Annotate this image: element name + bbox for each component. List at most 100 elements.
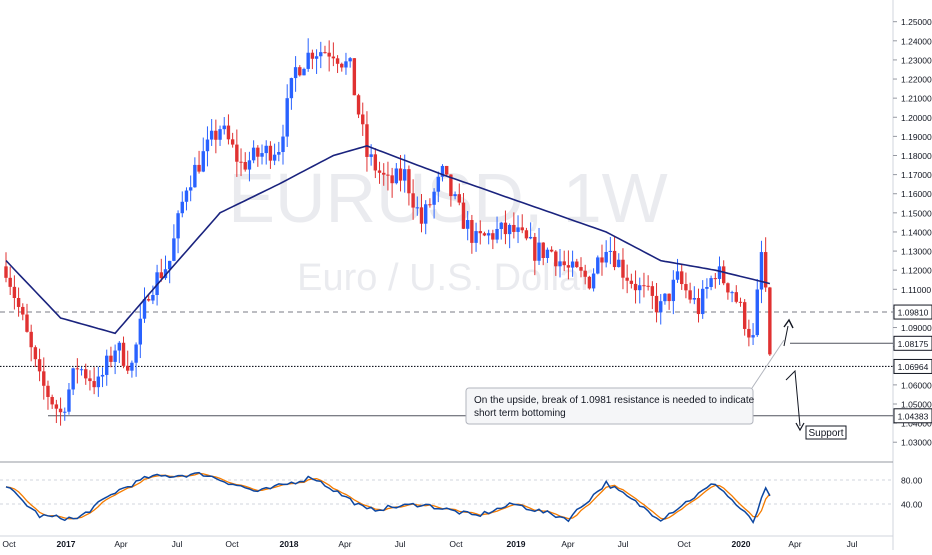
time-axis-label: Apr <box>114 539 127 549</box>
candle-body <box>562 261 566 266</box>
level-price-badge <box>893 335 932 351</box>
price-tick-label: 1.03000 <box>901 438 932 448</box>
candle-body <box>763 252 768 288</box>
candle-body <box>747 328 751 338</box>
candle-body <box>721 266 726 284</box>
candle-body <box>486 233 491 236</box>
candle-body <box>424 204 428 224</box>
price-tick-label: 1.18000 <box>901 151 932 161</box>
candle-body <box>319 52 323 57</box>
level-price-label: 1.06964 <box>898 362 929 372</box>
candle-body <box>138 318 143 345</box>
time-axis-label: Jul <box>395 539 406 549</box>
candle-body <box>541 242 545 258</box>
candle-body <box>465 220 470 229</box>
level-price-badge <box>893 408 932 424</box>
candle-body <box>738 301 743 303</box>
candle-body <box>33 347 38 360</box>
candle-body <box>268 145 273 161</box>
candle-body <box>264 145 268 154</box>
candle-body <box>218 129 222 140</box>
candle-body <box>591 273 596 289</box>
candle-body <box>163 269 168 279</box>
price-tick-label: 1.21000 <box>901 94 932 104</box>
candle-body <box>755 289 759 336</box>
support-label[interactable]: Support <box>805 425 847 440</box>
candle-body <box>327 52 331 57</box>
price-tick-label: 1.16000 <box>901 189 932 199</box>
candle-body <box>642 285 646 287</box>
candle-body <box>453 194 457 197</box>
candle-body <box>260 153 264 157</box>
candle-body <box>335 58 340 64</box>
candle-body <box>407 169 411 194</box>
candle-body <box>172 238 176 261</box>
level-price-label: 1.08175 <box>898 339 929 349</box>
candle-body <box>596 257 600 274</box>
candle-body <box>176 213 180 239</box>
time-axis-label: Oct <box>677 539 691 549</box>
candle-body <box>394 168 399 184</box>
annotation-callout[interactable]: On the upside, break of 1.0981 resistanc… <box>465 339 785 425</box>
candle-body <box>621 259 625 278</box>
annotation-text: On the upside, break of 1.0981 resistanc… <box>474 395 757 419</box>
candle-body <box>600 257 604 263</box>
candle-body <box>222 125 226 130</box>
candle-body <box>701 288 705 315</box>
candle-body <box>444 165 449 175</box>
candle-body <box>688 290 692 300</box>
price-tick-label: 1.15000 <box>901 208 932 218</box>
candle-body <box>684 284 688 291</box>
candle-body <box>436 176 440 192</box>
horizontal-levels[interactable]: 1.09810 1.08175 1.06964 1.04383 <box>0 304 932 424</box>
candle-body <box>146 299 151 301</box>
candle-body <box>8 277 12 287</box>
candle-body <box>361 114 365 125</box>
candle-body <box>386 174 390 176</box>
arrow-down-path <box>785 369 801 427</box>
candle-body <box>71 368 75 390</box>
level-price-label: 1.04383 <box>898 411 929 421</box>
candle-body <box>159 272 163 279</box>
candle-body <box>751 335 755 338</box>
candle-body <box>633 283 638 291</box>
candle-body <box>348 58 352 62</box>
candle-body <box>705 287 709 289</box>
candle-body <box>37 359 42 372</box>
candle-body <box>188 187 193 191</box>
candle-body <box>654 295 659 313</box>
candle-body <box>428 204 432 206</box>
candle-body <box>46 385 50 397</box>
candle-body <box>604 251 608 263</box>
candle-body <box>142 299 147 319</box>
candle-body <box>16 297 21 307</box>
price-tick-label: 1.23000 <box>901 55 932 65</box>
candle-body <box>482 233 487 236</box>
candle-body <box>663 293 667 302</box>
candle-body <box>680 271 684 285</box>
candle-body <box>587 276 592 289</box>
candle-body <box>449 174 453 197</box>
candle-body <box>675 271 680 280</box>
price-tick-label: 1.05000 <box>901 399 932 409</box>
candle-body <box>79 369 84 371</box>
watermark-name: Euro / U.S. Dollar <box>297 257 593 299</box>
candle-body <box>507 224 512 235</box>
candle-body <box>256 147 260 157</box>
candle-body <box>617 259 621 268</box>
candle-body <box>247 160 252 170</box>
support-label-box <box>805 425 847 440</box>
candle-body <box>167 260 172 270</box>
candle-body <box>457 194 461 203</box>
candle-body <box>478 231 482 234</box>
candle-body <box>58 408 63 413</box>
candle-body <box>734 292 738 302</box>
candle-body <box>310 52 315 59</box>
candle-body <box>474 231 478 243</box>
candle-body <box>29 331 33 348</box>
candle-body <box>667 293 671 302</box>
oscillator-ticks: 80.00 40.00 <box>0 476 923 510</box>
candle-body <box>432 191 436 205</box>
